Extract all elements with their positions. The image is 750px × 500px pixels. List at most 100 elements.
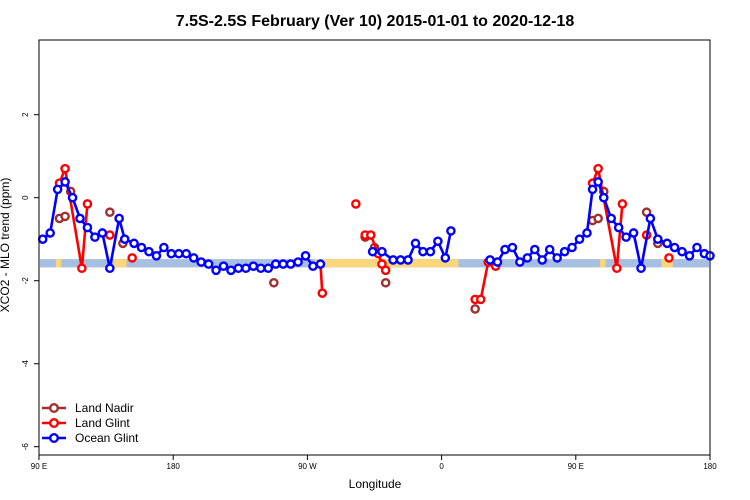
- legend-marker: [49, 403, 60, 414]
- data-point: [90, 232, 100, 242]
- data-point: [593, 177, 603, 187]
- data-point: [67, 192, 78, 203]
- x-tick-label: 180: [703, 462, 717, 471]
- data-point: [582, 228, 592, 238]
- data-point: [218, 261, 229, 271]
- data-point: [159, 242, 169, 253]
- data-point: [388, 255, 398, 265]
- legend-marker: [49, 433, 60, 444]
- data-point: [598, 192, 609, 203]
- data-point: [433, 236, 443, 247]
- x-tick-label: 180: [167, 462, 181, 471]
- data-point: [136, 242, 147, 253]
- data-point: [425, 246, 436, 257]
- data-point: [226, 265, 236, 276]
- data-point: [380, 277, 391, 288]
- data-point: [395, 255, 406, 265]
- data-point: [77, 263, 87, 274]
- data-point: [677, 246, 687, 257]
- data-point: [403, 255, 413, 265]
- data-point: [367, 246, 378, 257]
- data-point: [537, 255, 548, 265]
- data-point: [593, 213, 603, 224]
- data-point: [188, 253, 199, 263]
- legend-item-land-glint: Land Glint: [42, 416, 130, 430]
- data-point: [606, 213, 617, 224]
- data-point: [500, 244, 510, 255]
- plot-frame: [38, 39, 711, 456]
- x-axis: 90 E 180 90 W 0 90 E 180: [31, 455, 717, 471]
- data-point: [263, 263, 274, 274]
- legend-label: Land Nadir: [75, 401, 134, 415]
- y-tick-label: -4: [21, 360, 30, 368]
- data-point: [119, 234, 130, 244]
- y-tick-label: -6: [21, 443, 30, 451]
- series-land-glint: [54, 163, 674, 305]
- x-tick-label: 90 E: [31, 462, 47, 471]
- data-point: [144, 246, 154, 257]
- x-tick-label: 90 W: [298, 462, 317, 471]
- data-point: [300, 250, 311, 261]
- data-point: [105, 207, 115, 218]
- data-point: [593, 163, 603, 174]
- data-point: [669, 242, 680, 253]
- data-point: [82, 199, 93, 209]
- legend-label: Ocean Glint: [75, 431, 139, 445]
- data-point: [613, 222, 624, 233]
- data-point: [529, 244, 540, 255]
- data-point: [653, 234, 663, 244]
- data-point: [308, 261, 318, 271]
- data-point: [567, 242, 577, 253]
- data-point: [621, 232, 631, 242]
- data-point: [574, 234, 585, 244]
- data-point: [664, 253, 674, 263]
- data-point: [166, 248, 177, 259]
- data-point: [105, 263, 115, 274]
- data-point: [82, 222, 93, 233]
- legend-marker: [49, 418, 60, 429]
- data-point: [60, 163, 70, 174]
- data-point: [60, 177, 70, 187]
- data-point: [684, 250, 695, 261]
- reference-band: [40, 259, 709, 268]
- data-point: [440, 253, 451, 263]
- data-point: [278, 259, 288, 269]
- data-point: [351, 199, 361, 209]
- data-point: [365, 230, 376, 240]
- data-point: [211, 265, 221, 276]
- data-point: [60, 211, 70, 222]
- data-point: [628, 228, 639, 238]
- data-point: [248, 261, 259, 271]
- band-land-segment: [113, 259, 127, 268]
- data-point: [410, 238, 421, 249]
- data-point: [485, 255, 495, 265]
- y-axis-label: XCO2 - MLO trend (ppm): [0, 178, 12, 313]
- x-tick-label: 90 E: [568, 462, 584, 471]
- data-point: [507, 242, 518, 253]
- data-point: [475, 294, 486, 305]
- data-point: [470, 304, 480, 314]
- data-point: [270, 259, 281, 269]
- data-point: [692, 242, 702, 253]
- data-point: [612, 263, 622, 274]
- data-point: [645, 213, 656, 224]
- data-point: [544, 244, 555, 255]
- data-point: [45, 228, 55, 238]
- data-point: [317, 288, 328, 298]
- data-point: [515, 257, 525, 267]
- data-point: [129, 238, 139, 249]
- data-point: [559, 246, 570, 257]
- data-point: [617, 199, 628, 209]
- data-point: [522, 253, 533, 263]
- chart-title: 7.5S-2.5S February (Ver 10) 2015-01-01 t…: [176, 13, 575, 30]
- band-land-segment: [600, 259, 606, 268]
- data-point: [552, 253, 562, 263]
- y-tick-label: 2: [21, 112, 30, 117]
- series-line: [319, 264, 324, 294]
- data-point: [446, 226, 456, 236]
- series-ocean-glint: [37, 177, 715, 276]
- series-line: [58, 167, 89, 270]
- y-tick-label: -2: [21, 277, 30, 285]
